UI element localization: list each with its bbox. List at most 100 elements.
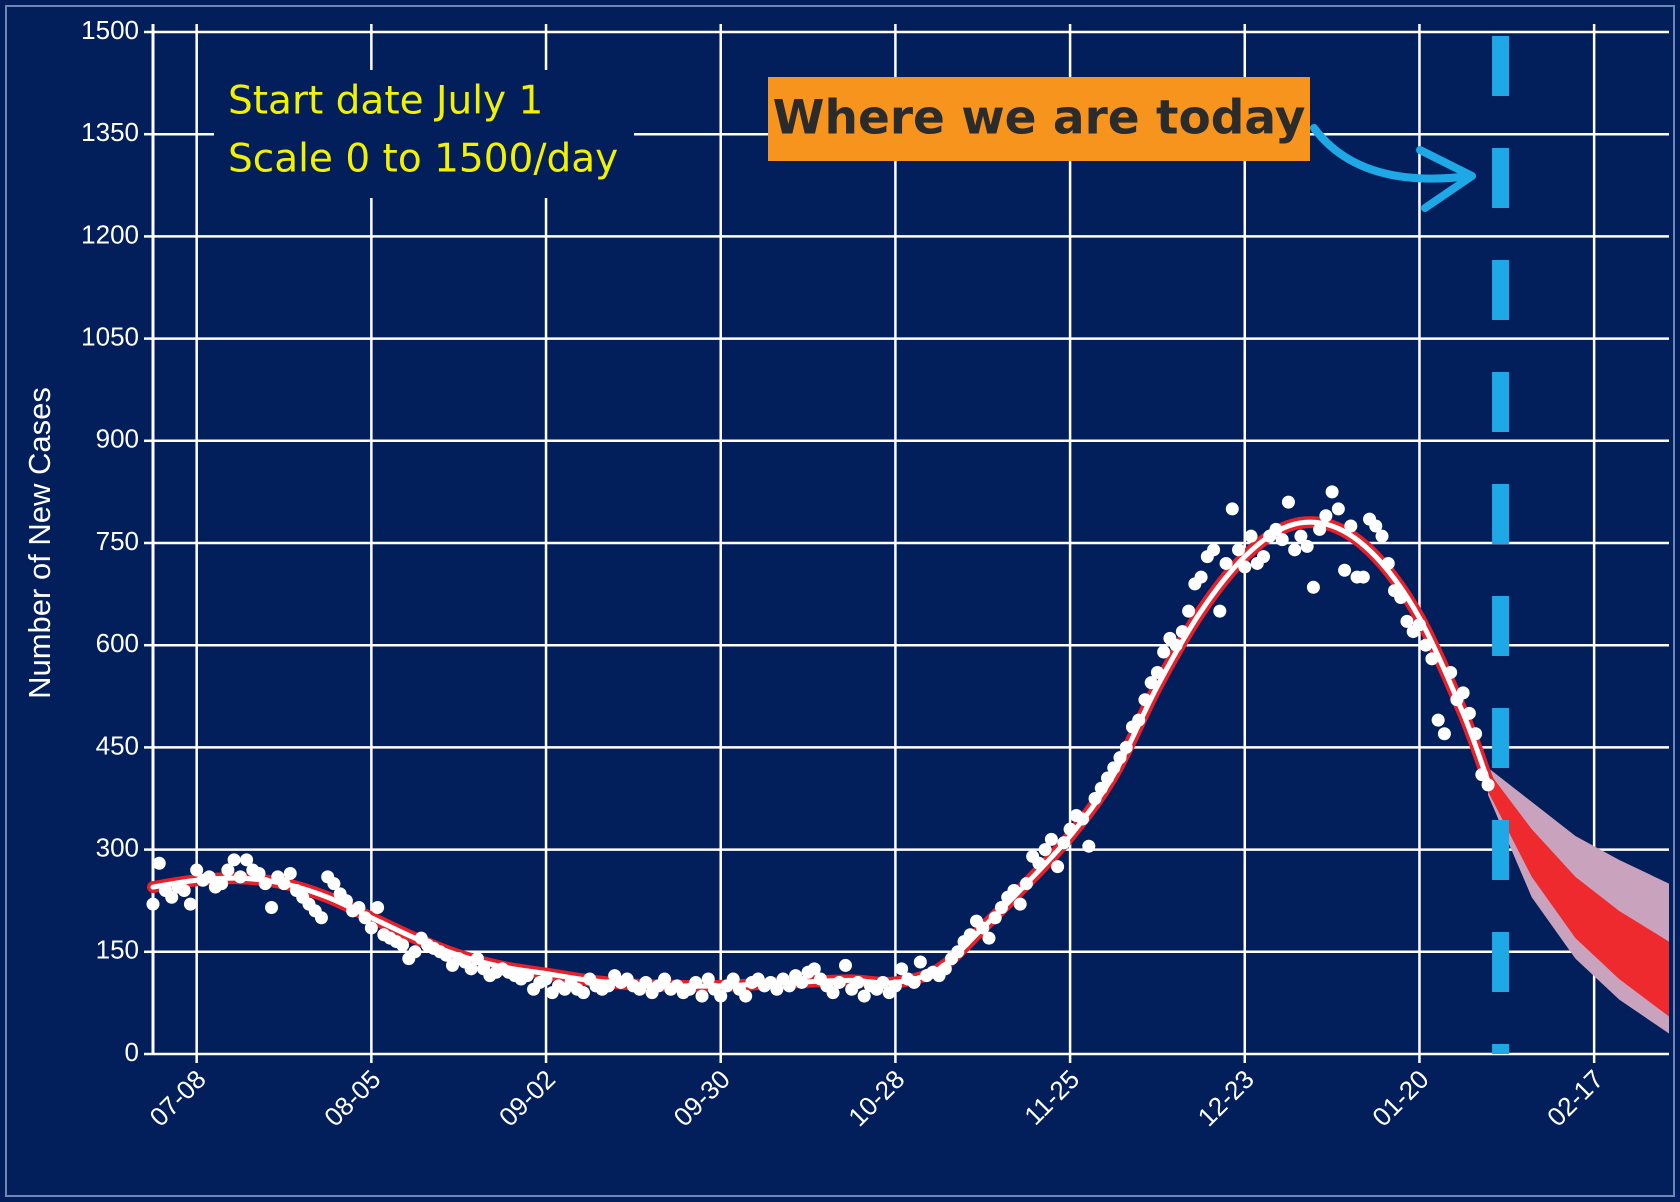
data-point [1119,740,1133,754]
data-point [1013,897,1027,911]
data-point [265,901,279,915]
data-point [782,979,796,993]
data-point [1107,761,1121,775]
data-point [1094,781,1108,795]
data-point [1381,556,1395,570]
note: Scale 0 to 1500/day [228,137,618,182]
data-point [152,856,166,870]
data-point [1032,856,1046,870]
data-point [1157,645,1171,659]
y-tick-label: 750 [96,526,139,556]
data-point [689,975,703,989]
data-point [913,955,927,969]
data-point [1175,625,1189,639]
data-point [1288,543,1302,557]
note: Start date July 1 [228,79,543,124]
data-point [252,866,266,880]
frame [5,5,1675,1197]
trend-line [150,519,1491,989]
data-point [1219,556,1233,570]
data-point [470,952,484,966]
data-point [364,921,378,935]
arrow-head [1416,146,1476,212]
data-point [1101,771,1115,785]
data-point [1369,519,1383,533]
data-point [1444,665,1458,679]
data-point [1038,843,1052,857]
data-point [1419,638,1433,652]
marks [146,36,1669,1054]
data-point [795,975,809,989]
data-point [1232,543,1246,557]
data-point [202,870,216,884]
forecast-band [1488,771,1669,1017]
data-point [982,931,996,945]
data-point [1294,529,1308,543]
arrow [1310,124,1474,183]
data-point [1306,580,1320,594]
data-point [857,989,871,1003]
data-point [1076,812,1090,826]
data-point [1300,539,1314,553]
data-point [876,975,890,989]
y-tick-label: 1050 [81,321,139,351]
data-point [1456,686,1470,700]
data-point [851,975,865,989]
data-point [1375,529,1389,543]
data-point [1063,822,1077,836]
data-point [976,921,990,935]
data-point [1019,877,1033,891]
data-point [639,975,653,989]
data-point [1431,713,1445,727]
data-point [227,853,241,867]
data-point [1138,693,1152,707]
data-point [408,945,422,959]
data-point [371,901,385,915]
data-point [938,962,952,976]
data-point [190,863,204,877]
data-point [1225,502,1239,516]
data-point [233,870,247,884]
data-point [358,911,372,925]
data-point [895,962,909,976]
data-point [1462,706,1476,720]
y-tick-label: 150 [96,935,139,965]
data-point [177,883,191,897]
y-tick-label: 900 [96,424,139,454]
data-point [695,989,709,1003]
data-point [701,972,715,986]
data-point [739,989,753,1003]
data-point [994,901,1008,915]
data-point [1088,792,1102,805]
data-point [1344,519,1358,533]
y-tick-label: 1500 [81,15,139,45]
data-point [1132,713,1146,727]
data-point [1356,570,1370,584]
data-point [464,962,478,976]
data-point [146,897,160,911]
data-point [283,866,297,880]
data-point [1207,543,1221,557]
data-point [1269,522,1283,536]
data-point [240,853,254,867]
y-tick-label: 1350 [81,117,139,147]
data-point [838,958,852,972]
y-tick-label: 300 [96,832,139,862]
y-tick-label: 600 [96,628,139,658]
data-point [1437,727,1451,741]
data-point [714,989,728,1003]
data-point [826,986,840,1000]
data-point [807,962,821,976]
data-point [832,975,846,989]
data-point [576,986,590,1000]
data-point [1319,509,1333,523]
data-point [1256,550,1270,564]
data-point [601,979,615,993]
data-point [1150,665,1164,679]
data-point [1412,618,1426,632]
data-point [327,877,341,891]
data-point [1113,751,1127,765]
data-point [1169,638,1183,652]
data-point [963,928,977,942]
data-point [183,897,197,911]
